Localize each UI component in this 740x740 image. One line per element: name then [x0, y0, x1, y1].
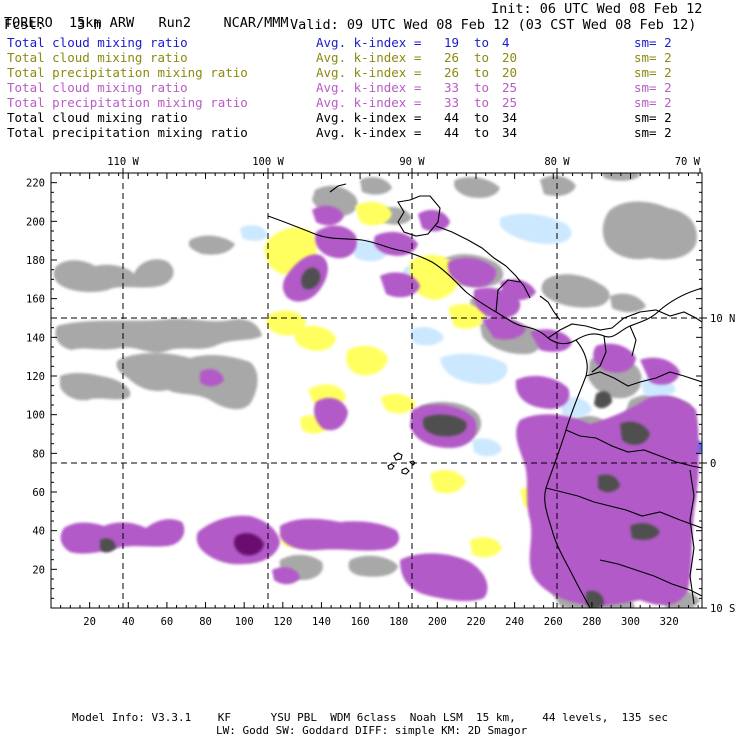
x-tick-label: 160: [351, 616, 370, 628]
legend-kindex-label: Avg. k-index =: [316, 65, 422, 80]
legend-field-name: Total cloud mixing ratio: [7, 80, 188, 95]
legend-field-name: Total precipitation mixing ratio: [7, 125, 248, 140]
y-tick-label: 20: [32, 564, 45, 576]
x-tick-label: 180: [389, 616, 408, 628]
legend-smoothing: sm= 2: [634, 50, 672, 65]
x-tick-label: 220: [467, 616, 486, 628]
x-tick-label: 240: [505, 616, 524, 628]
x-tick-label: 320: [660, 616, 679, 628]
y-tick-label: 120: [26, 371, 45, 383]
physics-info: LW: Godd SW: Goddard DIFF: simple KM: 2D…: [216, 724, 528, 737]
purple-field: [60, 205, 699, 606]
legend-to-word: to: [474, 50, 490, 65]
y-tick-label: 140: [26, 332, 45, 344]
axis-labels: 220 200 180 160 140 120 100 80 60 40 20 20 40 60 80 100…: [26, 156, 735, 628]
legend-to-word: to: [474, 35, 490, 50]
valid-time: Valid: 09 UTC Wed 08 Feb 12 (03 CST Wed …: [290, 17, 697, 33]
legend-kindex-from: 33: [444, 95, 460, 110]
legend-field-name: Total precipitation mixing ratio: [7, 65, 248, 80]
x-tick-label: 120: [273, 616, 292, 628]
legend-kindex-to: 25: [502, 95, 518, 110]
y-tick-label: 200: [26, 216, 45, 228]
legend-kindex-from: 19: [444, 35, 460, 50]
legend-kindex-from: 44: [444, 110, 460, 125]
legend-kindex-label: Avg. k-index =: [316, 125, 422, 140]
run-label: Run2: [158, 15, 191, 31]
legend-kindex-label: Avg. k-index =: [316, 35, 422, 50]
legend-smoothing: sm= 2: [634, 110, 672, 125]
y-tick-label: 40: [32, 526, 45, 538]
dark-purple-core: [234, 533, 264, 556]
fcst-label: Fcst:: [4, 17, 45, 33]
legend-kindex-to: 25: [502, 80, 518, 95]
legend-smoothing: sm= 2: [634, 95, 672, 110]
legend-kindex-to: 34: [502, 125, 518, 140]
latitude-label: 10 N: [710, 313, 735, 325]
y-tick-label: 220: [26, 178, 45, 190]
y-tick-label: 80: [32, 448, 45, 460]
x-tick-label: 260: [544, 616, 563, 628]
latitude-label: 0: [710, 458, 716, 470]
legend-smoothing: sm= 2: [634, 80, 672, 95]
x-tick-label: 100: [235, 616, 254, 628]
legend-to-word: to: [474, 125, 490, 140]
longitude-label: 80 W: [544, 156, 570, 168]
legend-smoothing: sm= 2: [634, 65, 672, 80]
legend-kindex-to: 20: [502, 50, 518, 65]
legend-kindex-from: 44: [444, 125, 460, 140]
axis-ticks: [50, 168, 707, 609]
init-time: Init: 06 UTC Wed 08 Feb 12: [491, 1, 703, 17]
legend-kindex-label: Avg. k-index =: [316, 50, 422, 65]
field-layers: [53, 173, 702, 608]
y-tick-label: 60: [32, 487, 45, 499]
legend-to-word: to: [474, 65, 490, 80]
model-title: TORERO 15km ARW Run2 NCAR/MMM: [4, 2, 289, 30]
longitude-label: 110 W: [107, 156, 139, 168]
legend-kindex-to: 4: [502, 35, 510, 50]
longitude-label: 70 W: [675, 156, 701, 168]
latitude-label: 10 S: [710, 603, 735, 615]
x-tick-label: 20: [83, 616, 96, 628]
legend-field-name: Total cloud mixing ratio: [7, 50, 188, 65]
fcst-value: 3 h: [77, 17, 102, 33]
y-tick-label: 100: [26, 410, 45, 422]
legend-field-name: Total precipitation mixing ratio: [7, 95, 248, 110]
legend-kindex-label: Avg. k-index =: [316, 110, 422, 125]
legend-smoothing: sm= 2: [634, 125, 672, 140]
legend-smoothing: sm= 2: [634, 35, 672, 50]
dark-gray-core: [100, 267, 660, 608]
legend-field-name: Total cloud mixing ratio: [7, 35, 188, 50]
model-resolution: 15km ARW: [69, 15, 135, 31]
legend-to-word: to: [474, 95, 490, 110]
x-tick-label: 300: [621, 616, 640, 628]
x-tick-label: 200: [428, 616, 447, 628]
legend-kindex-label: Avg. k-index =: [316, 95, 422, 110]
x-tick-label: 280: [582, 616, 601, 628]
x-tick-label: 40: [122, 616, 135, 628]
plot-frame: [50, 172, 703, 609]
model-info: Model Info: V3.3.1 KF YSU PBL WDM 6class…: [72, 711, 669, 724]
x-tick-label: 60: [161, 616, 174, 628]
legend-to-word: to: [474, 80, 490, 95]
y-tick-label: 160: [26, 294, 45, 306]
legend-kindex-label: Avg. k-index =: [316, 80, 422, 95]
lat-lon-grid: [51, 173, 702, 608]
legend-kindex-from: 33: [444, 80, 460, 95]
legend-kindex-from: 26: [444, 50, 460, 65]
model-name: TORERO: [4, 15, 53, 31]
longitude-label: 100 W: [252, 156, 284, 168]
org-label: NCAR/MMM: [223, 15, 289, 31]
legend-kindex-from: 26: [444, 65, 460, 80]
legend-kindex-to: 34: [502, 110, 518, 125]
legend-to-word: to: [474, 110, 490, 125]
legend-field-name: Total cloud mixing ratio: [7, 110, 188, 125]
legend-kindex-to: 20: [502, 65, 518, 80]
forecast-hour: Fcst: 3 h: [4, 18, 102, 32]
x-tick-label: 80: [199, 616, 212, 628]
longitude-label: 90 W: [399, 156, 425, 168]
x-tick-label: 140: [312, 616, 331, 628]
y-tick-label: 180: [26, 255, 45, 267]
